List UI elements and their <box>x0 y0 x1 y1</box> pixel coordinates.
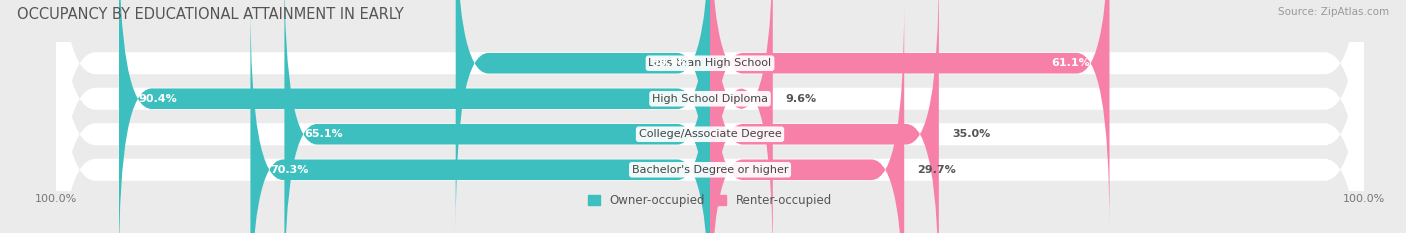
Text: Less than High School: Less than High School <box>648 58 772 68</box>
FancyBboxPatch shape <box>456 0 710 230</box>
Text: 38.9%: 38.9% <box>652 58 690 68</box>
FancyBboxPatch shape <box>56 0 1364 233</box>
FancyBboxPatch shape <box>120 0 710 233</box>
FancyBboxPatch shape <box>56 0 1364 233</box>
FancyBboxPatch shape <box>710 3 904 233</box>
FancyBboxPatch shape <box>284 0 710 233</box>
Text: 29.7%: 29.7% <box>917 165 956 175</box>
Text: 35.0%: 35.0% <box>952 129 990 139</box>
FancyBboxPatch shape <box>56 0 1364 233</box>
Text: 9.6%: 9.6% <box>786 94 817 104</box>
Text: College/Associate Degree: College/Associate Degree <box>638 129 782 139</box>
FancyBboxPatch shape <box>710 0 1109 230</box>
Text: Bachelor's Degree or higher: Bachelor's Degree or higher <box>631 165 789 175</box>
Text: OCCUPANCY BY EDUCATIONAL ATTAINMENT IN EARLY: OCCUPANCY BY EDUCATIONAL ATTAINMENT IN E… <box>17 7 404 22</box>
Text: High School Diploma: High School Diploma <box>652 94 768 104</box>
FancyBboxPatch shape <box>56 0 1364 233</box>
Text: Source: ZipAtlas.com: Source: ZipAtlas.com <box>1278 7 1389 17</box>
FancyBboxPatch shape <box>710 0 773 233</box>
FancyBboxPatch shape <box>250 3 710 233</box>
Text: 90.4%: 90.4% <box>139 94 177 104</box>
Text: 70.3%: 70.3% <box>270 165 308 175</box>
Text: 61.1%: 61.1% <box>1052 58 1090 68</box>
Legend: Owner-occupied, Renter-occupied: Owner-occupied, Renter-occupied <box>583 190 837 212</box>
Text: 65.1%: 65.1% <box>304 129 343 139</box>
FancyBboxPatch shape <box>710 0 939 233</box>
